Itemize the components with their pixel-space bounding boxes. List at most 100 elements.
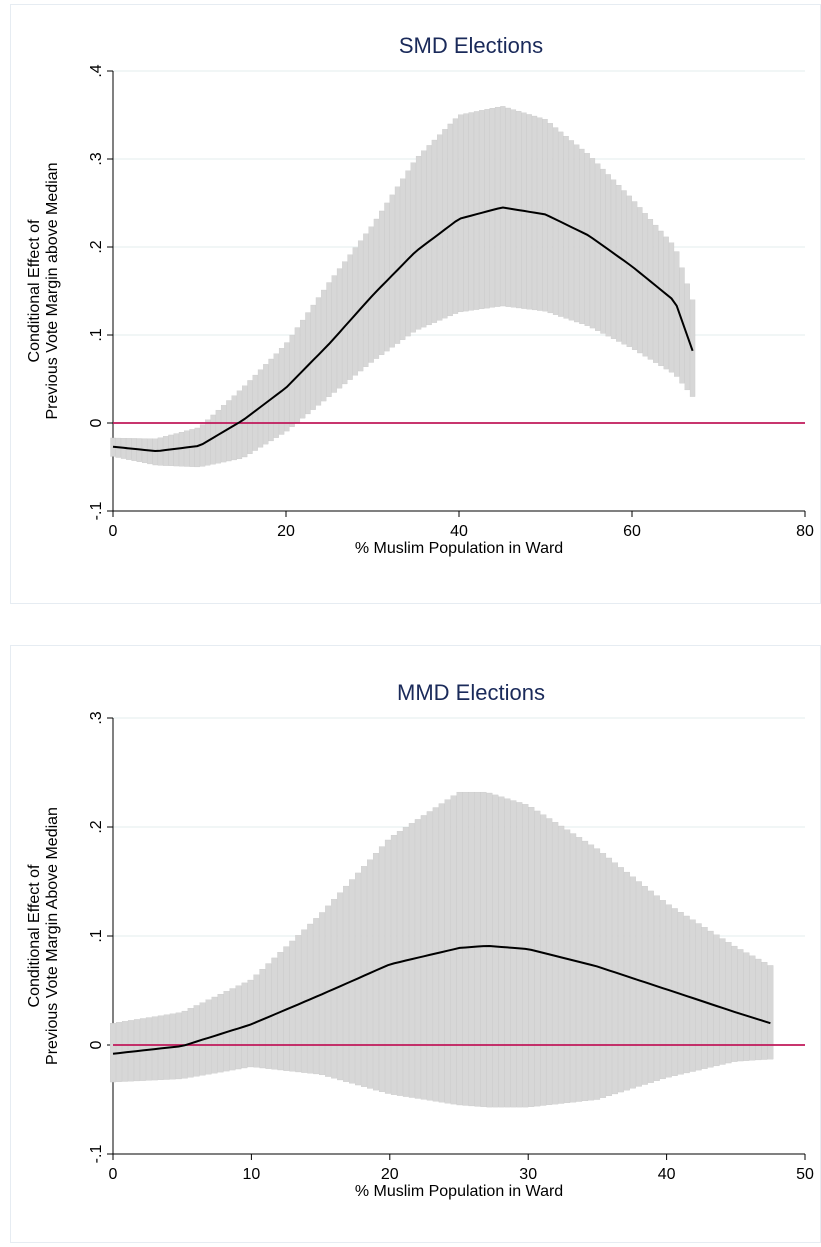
mmd-x-tick-label: 20 (381, 1166, 399, 1183)
smd-confidence-bar (426, 145, 432, 326)
smd-confidence-bar (563, 136, 569, 319)
mmd-confidence-bar (564, 829, 571, 1103)
smd-confidence-bar (447, 123, 453, 317)
mmd-y-tick-label: .3 (88, 711, 105, 724)
mmd-confidence-bar (600, 853, 607, 1098)
smd-confidence-bar (463, 113, 469, 312)
smd-confidence-bar (647, 219, 654, 360)
smd-confidence-bar (589, 158, 596, 329)
smd-x-tick-label: 20 (277, 523, 295, 540)
mmd-confidence-bar (689, 919, 696, 1072)
mmd-confidence-bar (695, 923, 702, 1071)
smd-y-axis-label-line2: Previous Vote Margin above Median (44, 162, 61, 419)
mmd-confidence-bar (653, 895, 660, 1081)
mmd-confidence-bar (462, 791, 469, 1106)
mmd-y-tick-label: .2 (88, 820, 105, 833)
smd-confidence-bar (400, 178, 406, 340)
smd-chart: SMD Elections-.10.1.2.3.40 20 40 60 80% Musl… (26, 33, 814, 557)
smd-confidence-bar (421, 150, 427, 328)
smd-confidence-bar (431, 139, 438, 323)
mmd-confidence-bar (629, 876, 636, 1089)
mmd-y-tick-label: 0 (88, 1040, 105, 1049)
smd-y-tick-label: .1 (88, 328, 105, 341)
smd-confidence-bar (189, 429, 195, 467)
smd-confidence-bar (579, 148, 585, 324)
smd-confidence-bar (674, 251, 680, 377)
smd-confidence-bar (336, 268, 343, 389)
smd-confidence-bar (473, 111, 480, 310)
mmd-confidence-bar (701, 927, 708, 1069)
smd-confidence-bar (194, 427, 200, 468)
smd-confidence-bar (573, 144, 580, 323)
mmd-confidence-bar (546, 818, 553, 1105)
mmd-confidence-bar (588, 844, 595, 1101)
smd-confidence-bar (584, 153, 590, 326)
mmd-confidence-bar (713, 934, 720, 1067)
smd-confidence-bar (658, 230, 664, 367)
smd-confidence-bar (653, 224, 659, 363)
smd-y-axis-label-line1: Conditional Effect of (26, 219, 43, 362)
smd-confidence-bar (616, 185, 622, 342)
smd-x-tick-label: 80 (796, 523, 814, 540)
smd-confidence-bar (631, 201, 638, 350)
mmd-confidence-bar (486, 792, 493, 1108)
mmd-confidence-bar (719, 938, 726, 1065)
smd-estimate-line (112, 206, 694, 453)
mmd-confidence-bar (725, 942, 732, 1064)
mmd-confidence-bar (558, 825, 565, 1104)
mmd-confidence-bar (492, 794, 499, 1108)
smd-confidence-bar (442, 129, 448, 319)
smd-confidence-bar (321, 289, 327, 402)
mmd-y-tick-label: -.1 (88, 1145, 105, 1164)
smd-confidence-bar (342, 261, 348, 385)
smd-confidence-bar (626, 195, 632, 347)
smd-confidence-bar (458, 114, 464, 313)
smd-confidence-bar (242, 385, 248, 458)
smd-confidence-bar (468, 112, 474, 311)
mmd-chart-panel: MMD Elections -.1 0.1.2.3 0 10 20 30 40 50% Musl… (10, 645, 821, 1243)
smd-confidence-bar (331, 275, 337, 393)
mmd-confidence-bar (767, 965, 774, 1060)
smd-confidence-bar (389, 194, 395, 348)
smd-y-tick-label: 0 (88, 418, 105, 427)
mmd-confidence-bar (522, 804, 529, 1108)
smd-confidence-bar (415, 155, 422, 330)
smd-x-tick-label: 60 (623, 523, 641, 540)
smd-confidence-bar (600, 168, 606, 334)
smd-confidence-bar (437, 134, 443, 321)
smd-confidence-bar (637, 207, 643, 354)
mmd-confidence-bar (594, 848, 601, 1100)
mmd-confidence-bar (731, 945, 738, 1062)
mmd-x-tick-label: 10 (243, 1166, 261, 1183)
mmd-confidence-bar (618, 867, 624, 1093)
smd-chart-panel: SMD Elections -.1 0.1.2.3.4 0 20 40 60 80% Musl… (10, 4, 821, 604)
smd-confidence-bar (226, 400, 232, 462)
smd-confidence-bar (500, 106, 506, 307)
mmd-confidence-bar (510, 800, 517, 1108)
mmd-confidence-bar (516, 802, 523, 1108)
mmd-confidence-bar (576, 837, 583, 1102)
smd-y-tick-label: .4 (88, 64, 105, 77)
smd-confidence-bar (642, 213, 648, 357)
smd-x-axis-label: % Muslim Population in Ward (355, 540, 563, 557)
mmd-confidence-bar (761, 962, 768, 1060)
smd-y-tick-label: .2 (88, 240, 105, 253)
smd-confidence-bar (326, 282, 332, 397)
smd-confidence-bar (605, 174, 611, 337)
smd-confidence-bar (610, 179, 617, 339)
mmd-confidence-bar (480, 791, 487, 1108)
mmd-confidence-bar (498, 796, 505, 1108)
mmd-x-axis-label: % Muslim Population in Ward (355, 1183, 563, 1200)
mmd-confidence-bar (552, 822, 559, 1105)
mmd-confidence-bar (534, 810, 541, 1107)
smd-confidence-bar (595, 163, 601, 331)
smd-confidence-bar (663, 236, 669, 370)
smd-confidence-bar (452, 118, 459, 314)
smd-confidence-bar (484, 109, 490, 309)
mmd-y-axis-label-line1: Conditional Effect of (26, 864, 43, 1007)
mmd-confidence-bar (528, 807, 535, 1107)
mmd-confidence-bar (504, 798, 511, 1108)
mmd-y-axis-label-line2: Previous Vote Margin Above Median (44, 807, 61, 1065)
smd-confidence-bar (405, 170, 411, 337)
smd-confidence-bar (236, 390, 243, 460)
